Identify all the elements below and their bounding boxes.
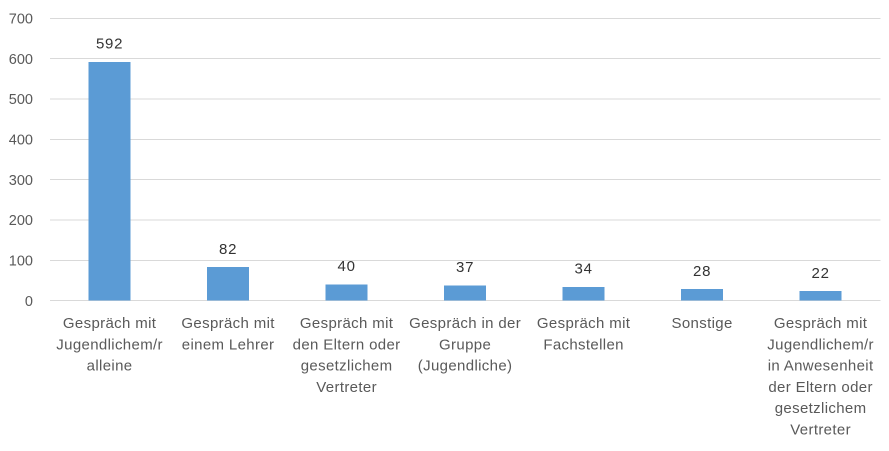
svg-text:592: 592 — [96, 35, 123, 52]
svg-text:200: 200 — [9, 213, 33, 229]
svg-text:100: 100 — [9, 254, 33, 270]
svg-text:600: 600 — [9, 52, 33, 68]
svg-text:34: 34 — [575, 260, 593, 277]
svg-text:28: 28 — [693, 263, 711, 280]
svg-text:22: 22 — [812, 265, 830, 282]
svg-text:300: 300 — [9, 173, 33, 189]
svg-text:0: 0 — [25, 294, 33, 310]
svg-text:700: 700 — [9, 12, 33, 28]
svg-text:40: 40 — [338, 258, 356, 275]
svg-text:37: 37 — [456, 259, 474, 276]
svg-text:400: 400 — [9, 133, 33, 149]
svg-text:Sonstige: Sonstige — [672, 315, 733, 332]
svg-text:500: 500 — [9, 92, 33, 108]
svg-text:82: 82 — [219, 241, 237, 258]
